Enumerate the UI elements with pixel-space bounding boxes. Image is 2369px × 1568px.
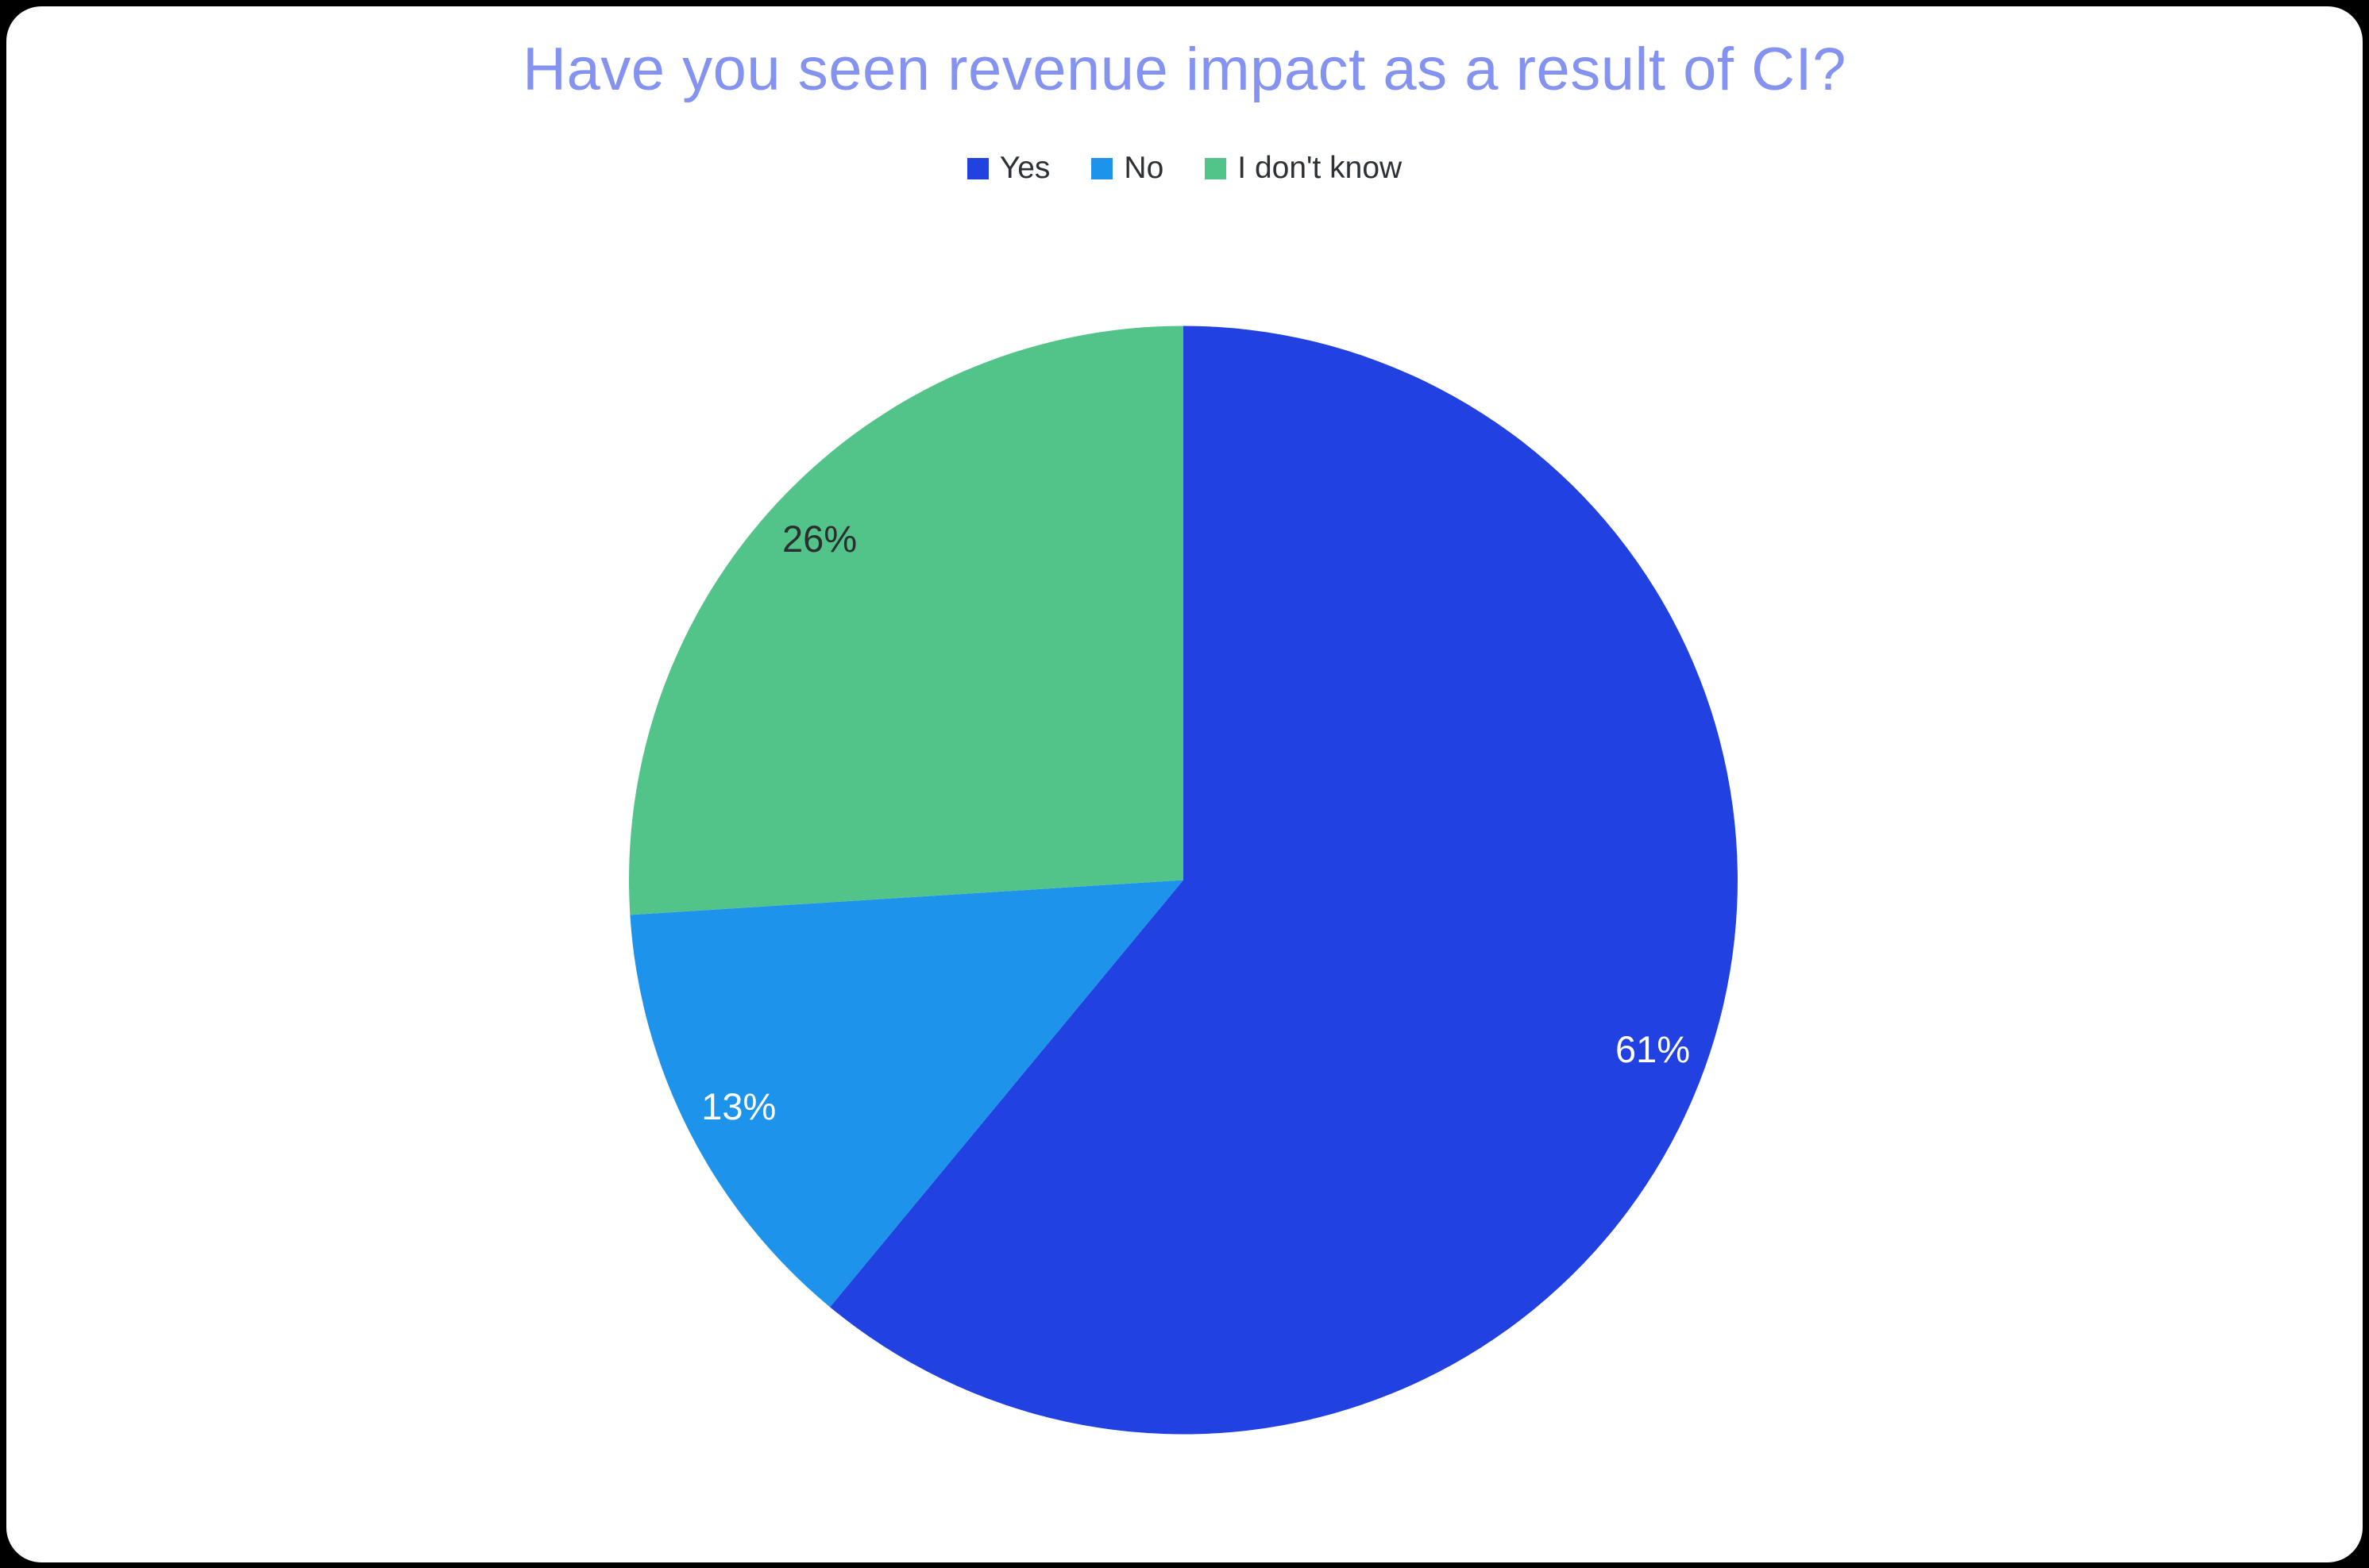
legend-swatch-no	[1091, 157, 1113, 179]
chart-title: Have you seen revenue impact as a result…	[523, 36, 1846, 103]
legend-item-no: No	[1091, 151, 1163, 186]
slice-label-yes: 61%	[1615, 1028, 1690, 1070]
pie-slice-i-don-t-know	[629, 326, 1183, 915]
legend-label: I don't know	[1237, 151, 1402, 185]
pie-slice-yes	[830, 326, 1738, 1435]
pie-chart: 61% 13% 26%	[629, 326, 1738, 1435]
pie-slice-no	[630, 880, 1183, 1308]
legend-item-i-don-t-know: I don't know	[1205, 151, 1402, 186]
legend-swatch-yes	[967, 157, 989, 179]
legend-label: Yes	[999, 151, 1051, 185]
legend: Yes No I don't know	[6, 151, 2363, 186]
legend-label: No	[1124, 151, 1164, 185]
slice-label-no: 13%	[701, 1085, 776, 1127]
chart-panel: Have you seen revenue impact as a result…	[6, 6, 2363, 1562]
legend-swatch-i-don-t-know	[1205, 157, 1227, 179]
legend-item-yes: Yes	[967, 151, 1051, 186]
slice-label-i-don-t-know: 26%	[782, 518, 857, 560]
